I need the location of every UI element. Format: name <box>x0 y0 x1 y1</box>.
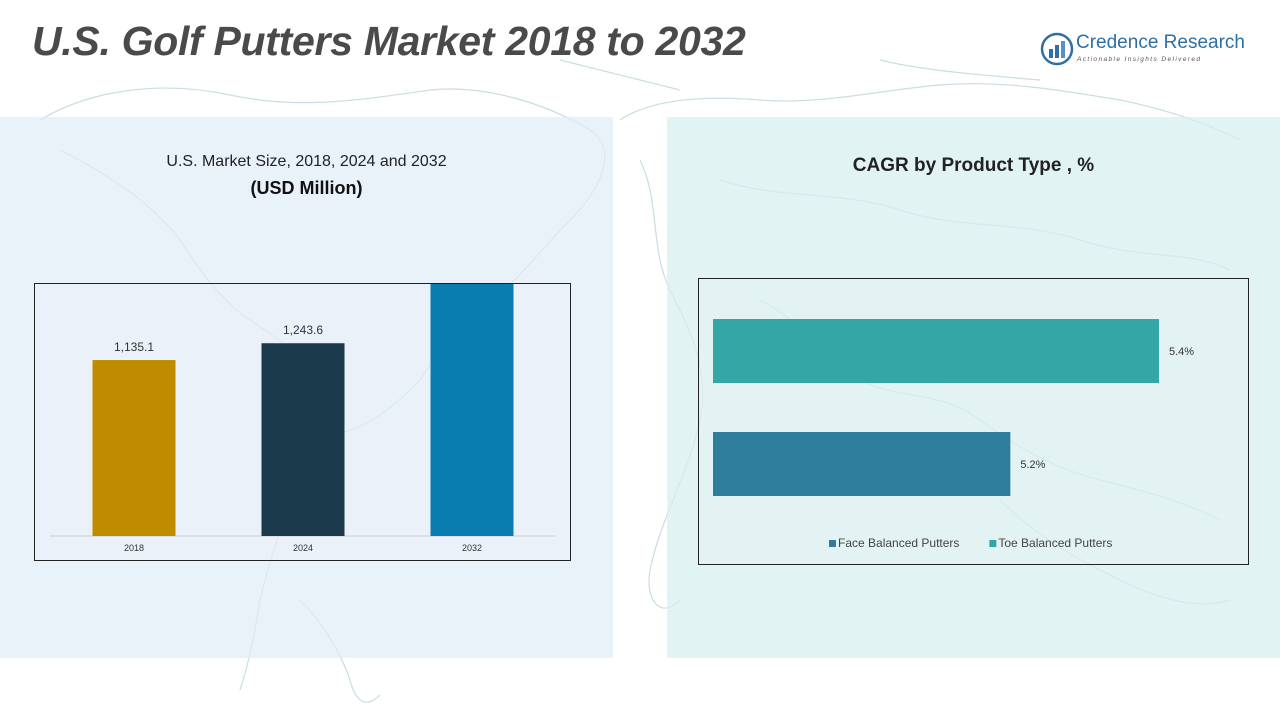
cagr-panel: CAGR by Product Type , % <box>667 117 1280 658</box>
x-tick-label-2024: 2024 <box>293 543 313 553</box>
x-tick-label-2018: 2018 <box>124 543 144 553</box>
legend-swatch-toe-balanced-putters <box>989 540 997 547</box>
bar-toe-balanced-putters <box>713 319 1159 383</box>
market-size-title: U.S. Market Size, 2018, 2024 and 2032 <box>166 153 447 170</box>
x-tick-label-2032: 2032 <box>462 543 482 553</box>
credence-research-logo[interactable]: Credence Research Actionable Insights De… <box>1040 30 1255 70</box>
bar-chart-arrow-icon <box>1040 32 1074 66</box>
data-label-2018: 1,135.1 <box>114 340 154 354</box>
data-label-face-balanced-putters: 5.2% <box>1020 459 1045 471</box>
bar-face-balanced-putters <box>713 432 1011 496</box>
bar-2024 <box>261 343 345 536</box>
legend-label-toe-balanced-putters: Toe Balanced Putters <box>998 536 1112 550</box>
legend-label-face-balanced-putters: Face Balanced Putters <box>838 536 959 550</box>
page-title: U.S. Golf Putters Market 2018 to 2032 <box>32 18 746 64</box>
bar-2032 <box>430 281 514 536</box>
cagr-chart-frame: 5.4% 5.2% Face Balanced Putters Toe Balance… <box>698 278 1249 565</box>
logo-name: Credence Research <box>1076 32 1245 53</box>
cagr-horizontal-bar-chart: 5.4% 5.2% Face Balanced Putters Toe Balance… <box>713 319 1194 550</box>
bar-2018 <box>92 360 176 536</box>
data-label-toe-balanced-putters: 5.4% <box>1169 346 1194 358</box>
cagr-title: CAGR by Product Type , % <box>852 155 1095 176</box>
logo-tagline: Actionable Insights Delivered <box>1077 56 1202 63</box>
legend-swatch-face-balanced-putters <box>829 540 836 547</box>
data-label-2024: 1,243.6 <box>283 323 323 337</box>
market-size-unit: (USD Million) <box>250 178 363 198</box>
